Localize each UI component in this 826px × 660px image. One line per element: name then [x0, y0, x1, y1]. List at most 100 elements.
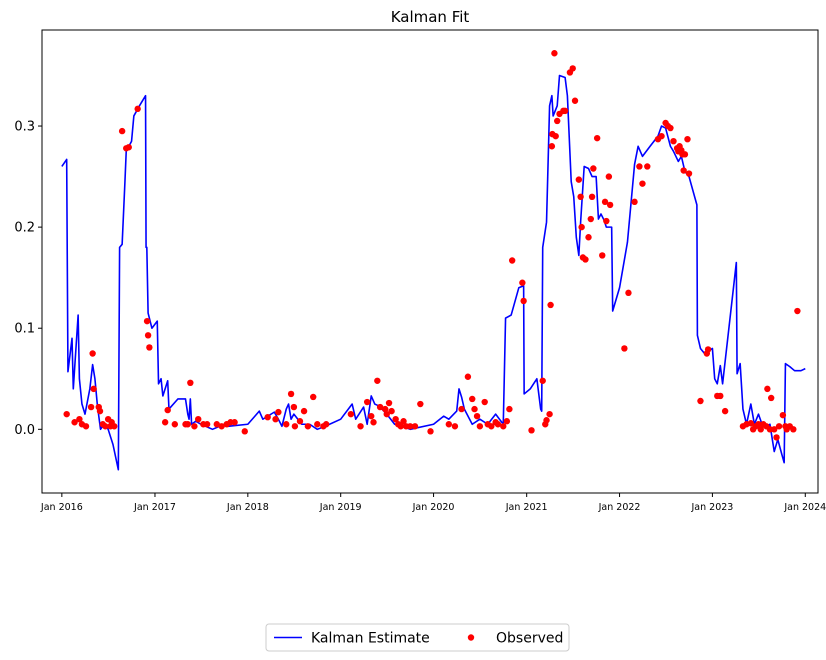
observed-point [685, 170, 693, 177]
y-tick-label: 0.1 [14, 322, 35, 337]
observed-point [445, 421, 453, 428]
observed-point [684, 135, 691, 143]
plot-area [61, 50, 806, 471]
observed-point [195, 416, 202, 423]
legend-label-observed: Observed [496, 631, 563, 647]
observed-point [601, 198, 609, 206]
x-tick-label: Jan 2018 [226, 502, 269, 513]
observed-point [134, 105, 141, 113]
observed-point [363, 398, 371, 406]
y-tick-label: 0.0 [14, 423, 35, 438]
observed-point [767, 394, 775, 402]
observed-point [764, 385, 771, 393]
chart-title: Kalman Fit [391, 8, 470, 26]
observed-point [464, 373, 472, 380]
observed-point [382, 405, 389, 413]
observed-point [481, 398, 488, 406]
observed-point [63, 410, 70, 418]
observed-point [322, 421, 330, 428]
observed-point [417, 400, 424, 408]
observed-point [71, 419, 78, 426]
observed-point [755, 421, 762, 428]
observed-point [606, 201, 614, 209]
observed-point [184, 421, 191, 428]
observed-point [569, 65, 576, 72]
observed-point [368, 412, 375, 420]
observed-point [794, 307, 801, 315]
observed-point [547, 301, 554, 309]
x-tick-label: Jan 2021 [505, 502, 548, 513]
legend-box [265, 623, 570, 652]
observed-point [670, 138, 677, 145]
observed-point [697, 397, 704, 405]
observed-point [392, 416, 399, 423]
observed-point [76, 416, 83, 423]
x-tick-label: Jan 2017 [133, 502, 176, 513]
observed-point [575, 176, 583, 183]
observed-point [639, 180, 646, 187]
observed-point [631, 198, 638, 206]
observed-point [314, 421, 321, 428]
observed-point [551, 50, 558, 57]
observed-point [96, 407, 104, 415]
x-tick-label: Jan 2016 [40, 502, 83, 513]
observed-point [304, 423, 312, 430]
observed-point [554, 117, 561, 125]
legend: Kalman Estimate Observed [265, 623, 570, 652]
observed-point [717, 392, 724, 400]
observed-point [290, 403, 298, 411]
observed-point [90, 385, 97, 393]
observed-point [296, 418, 304, 425]
observed-point [400, 418, 407, 425]
observed-point [605, 173, 613, 180]
observed-point [272, 416, 279, 423]
observed-point [291, 423, 299, 430]
observed-point [187, 379, 194, 387]
observed-point [539, 377, 546, 384]
observed-point [520, 297, 527, 305]
x-tick-label: Jan 2022 [598, 502, 641, 513]
observed-point [658, 132, 665, 140]
observed-point [473, 412, 481, 420]
x-tick-label: Jan 2024 [783, 502, 826, 513]
observed-point [779, 411, 787, 419]
observed-point [773, 434, 780, 441]
observed-point [213, 421, 220, 428]
observed-point [681, 151, 689, 158]
observed-point [287, 390, 295, 398]
observed-point [543, 417, 550, 424]
observed-point [747, 420, 755, 427]
observed-point [427, 428, 434, 435]
observed-point [411, 423, 419, 430]
observed-point [578, 223, 585, 231]
observed-point [471, 405, 478, 413]
observed-point [161, 419, 169, 426]
observed-point [87, 403, 95, 411]
x-tick-label: Jan 2023 [690, 502, 733, 513]
observed-point [571, 97, 579, 104]
observed-point [625, 289, 632, 297]
observed-point [500, 423, 507, 430]
observed-point [590, 165, 597, 172]
observed-point [577, 193, 584, 200]
observed-point [164, 406, 171, 414]
observed-point [585, 234, 592, 241]
observed-point [357, 423, 364, 430]
observed-point [376, 403, 384, 411]
legend-label-kalman-estimate: Kalman Estimate [311, 631, 430, 647]
observed-point [370, 419, 377, 426]
observed-point [397, 423, 404, 430]
observed-point [599, 252, 606, 259]
x-axis: Jan 2016 Jan 2017 Jan 2018 Jan 2019 Jan 2020… [40, 493, 826, 513]
observed-point [582, 256, 589, 263]
observed-point [118, 127, 126, 135]
observed-point [388, 407, 395, 415]
observed-point [300, 407, 308, 415]
observed-point [241, 428, 248, 435]
observed-point [667, 124, 674, 132]
observed-point [771, 426, 778, 433]
observed-point [144, 332, 152, 339]
observed-point [218, 423, 225, 430]
observed-point [790, 426, 797, 433]
